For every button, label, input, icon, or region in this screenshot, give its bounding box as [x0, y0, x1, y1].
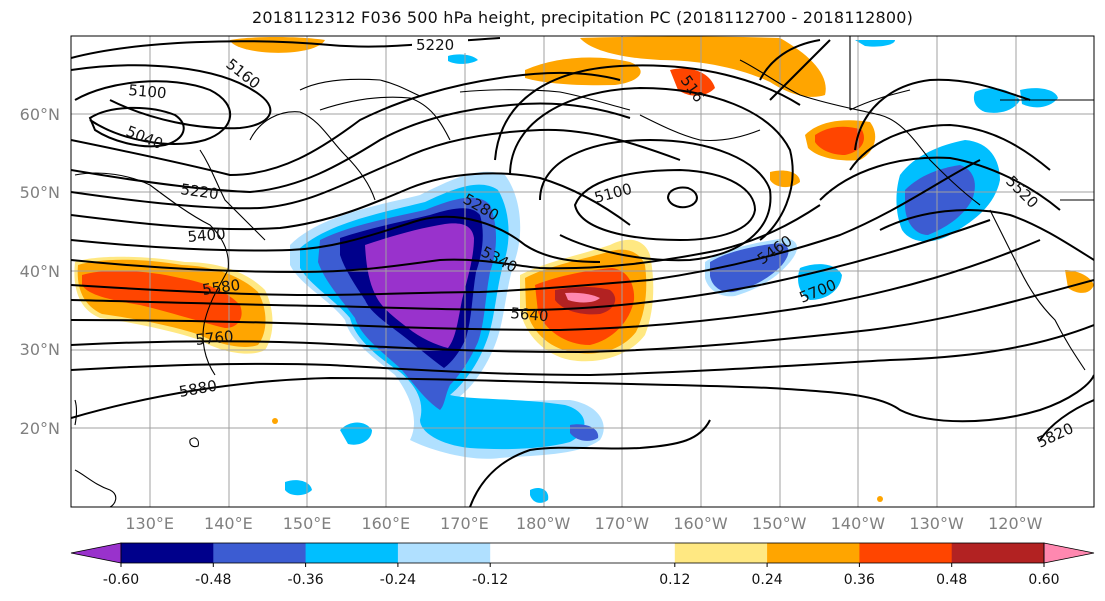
colorbar-segment [582, 543, 676, 563]
contour-label: 5400 [187, 225, 227, 246]
contour-label: 5640 [510, 304, 550, 325]
lat-label: 20°N [19, 418, 60, 438]
lon-label: 170°E [440, 514, 489, 533]
colorbar-segment [674, 543, 768, 563]
colorbar-tick-label: 0.36 [843, 572, 875, 588]
colorbar-segment [397, 543, 491, 563]
colorbar-segment [305, 543, 399, 563]
lon-label: 180°W [515, 514, 571, 533]
colorbar-segment [121, 543, 214, 563]
lat-label: 30°N [19, 340, 60, 359]
colorbar-outline [120, 542, 1045, 564]
lat-label: 60°N [19, 104, 60, 124]
colorbar-tick-label: -0.12 [472, 572, 509, 588]
colorbar-tick-label: -0.60 [102, 572, 140, 588]
contour-label: 5220 [416, 36, 454, 54]
map-frame [70, 35, 1095, 508]
lon-label: 150°E [282, 514, 332, 533]
lon-label: 160°W [673, 514, 728, 533]
contour-label: 5220 [179, 180, 219, 203]
lon-label: 170°W [594, 514, 650, 533]
lon-label: 150°W [752, 514, 807, 533]
colorbar-tick-label: 0.60 [1028, 572, 1060, 588]
colorbar-segment [859, 543, 953, 563]
lon-label: 130°E [125, 514, 175, 533]
colorbar-segment [213, 543, 307, 563]
contour-label: 5580 [201, 276, 241, 299]
lat-label: 40°N [19, 261, 60, 281]
colorbar-tick-label: 0.24 [751, 572, 783, 588]
colorbar-extend-max [1043, 542, 1095, 564]
colorbar-tick-label: -0.36 [287, 572, 324, 588]
height-contours [71, 37, 1094, 507]
lon-label: 140°E [204, 514, 253, 533]
colorbar-tick-label: -0.24 [379, 572, 416, 588]
colorbar-segment [951, 543, 1045, 563]
colorbar-segment [767, 543, 860, 563]
colorbar-segment [490, 543, 583, 563]
contour-label: 5760 [195, 327, 235, 349]
colorbar-tick-label: 0.48 [936, 572, 968, 588]
precip-negative-shading [285, 40, 1058, 503]
chart-title: 2018112312 F036 500 hPa height, precipit… [251, 8, 914, 27]
lat-label: 50°N [19, 183, 60, 202]
colorbar [70, 542, 1095, 567]
colorbar-extend-min [70, 542, 122, 564]
contour-label: 5100 [128, 81, 168, 102]
colorbar-tick-label: -0.48 [195, 572, 232, 588]
lon-label: 120°W [988, 514, 1043, 533]
lon-label: 160°E [361, 514, 411, 533]
lon-label: 130°W [909, 514, 964, 533]
colorbar-tick-label: 0.12 [659, 572, 691, 588]
lon-label: 140°W [830, 514, 886, 533]
